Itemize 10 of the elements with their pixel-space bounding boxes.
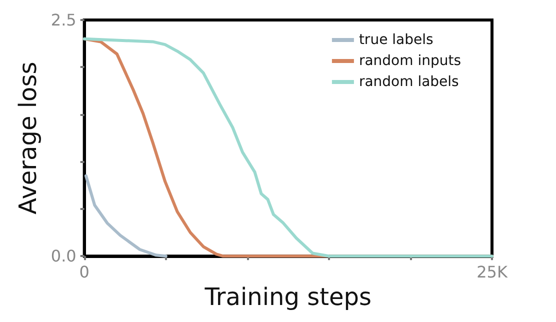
line-series xyxy=(84,174,168,258)
legend-label: random labels xyxy=(358,74,459,90)
y-tick-label: 0.0 xyxy=(50,246,76,266)
x-axis-title: Training steps xyxy=(204,283,372,311)
legend-label: true labels xyxy=(358,32,434,48)
x-tick-label: 0 xyxy=(79,262,90,282)
legend-label: random inputs xyxy=(358,53,462,69)
y-tick-label: 2.5 xyxy=(50,10,76,30)
y-axis-title: Average loss xyxy=(14,62,42,214)
x-tick-label: 25K xyxy=(476,262,508,282)
